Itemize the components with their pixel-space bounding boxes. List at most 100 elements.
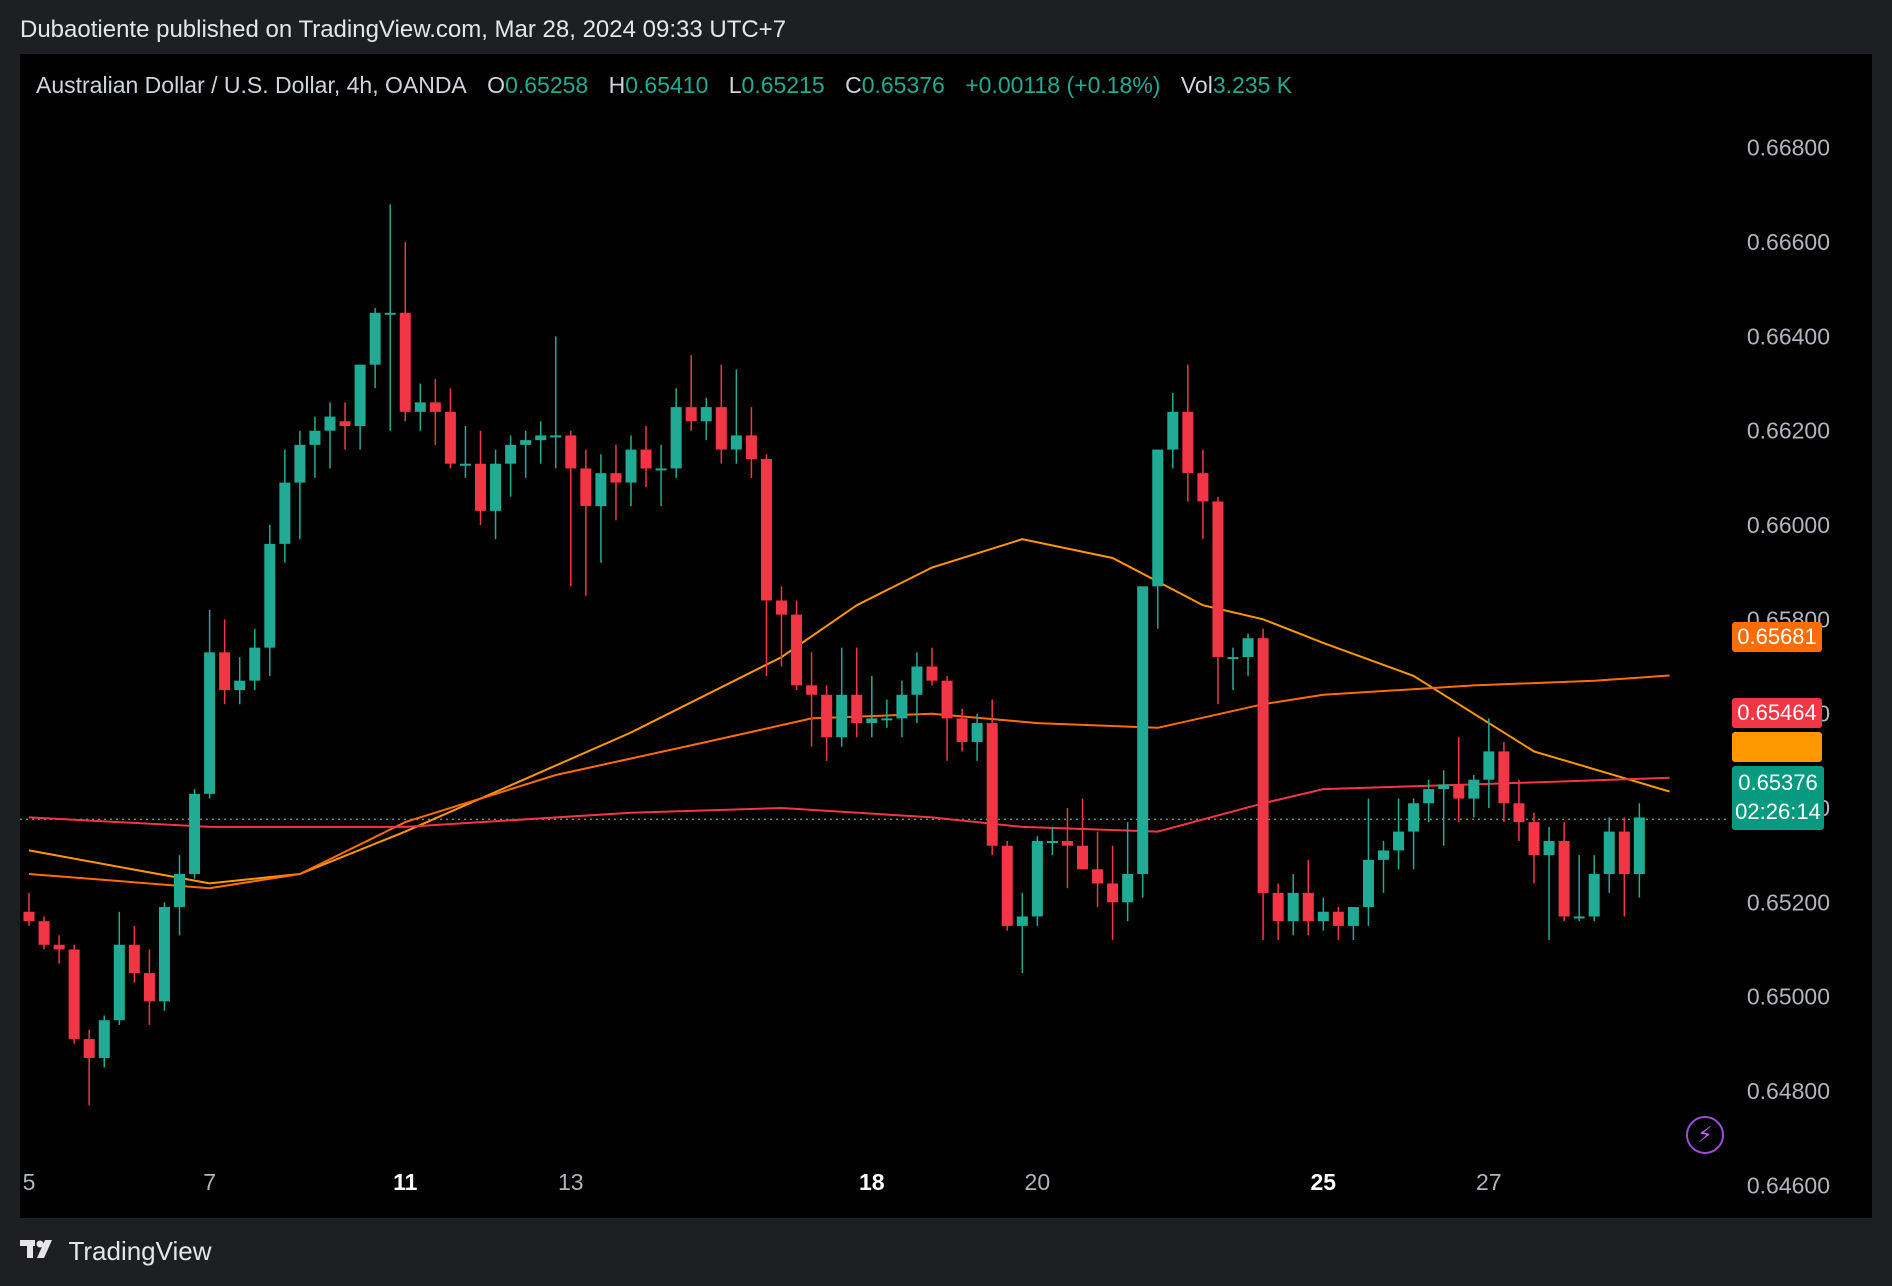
candle-body [1212,501,1224,658]
x-tick-label: 20 [1025,1169,1051,1195]
candle-body [535,435,547,441]
candle-body [1362,859,1374,908]
y-tick-label: 0.64800 [1747,1078,1830,1104]
y-tick-label: 0.66800 [1747,135,1830,161]
publish-header: Dubaotiente published on TradingView.com… [0,0,1892,54]
candle-body [730,435,742,450]
y-tick-label: 0.65200 [1747,889,1830,915]
candle-body [610,473,622,483]
candle-body [249,647,261,681]
candle-body [520,440,532,445]
candle-body [174,874,185,908]
candle-body [1016,916,1028,926]
candle-body [1092,869,1104,884]
candle-body [158,907,170,1002]
candle-body [1031,841,1043,917]
y-tick-label: 0.66200 [1747,418,1830,444]
candle-body [700,407,712,422]
low-value: 0.65215 [741,72,825,98]
candle-body [1468,779,1480,799]
candle-body [68,949,80,1040]
candle-body [444,411,456,464]
moving-average-line [28,674,1670,890]
high-label: H [608,72,626,98]
candle-body [475,463,486,511]
x-tick-label: 27 [1476,1169,1502,1195]
x-tick-label: 11 [393,1169,418,1195]
candle-body [354,364,366,426]
candle-body [1167,411,1179,450]
x-tick-label: 18 [859,1169,885,1195]
chart-panel[interactable]: 0.66800 0.66600 0.66400 0.66200 0.66000 0.658… [20,54,1872,1218]
high-value: 0.65410 [625,72,709,98]
tradingview-logo-icon[interactable] [20,1238,58,1265]
candle-body [595,473,607,507]
candle-body [881,718,893,721]
candle-body [1227,657,1239,660]
candle-body [219,652,231,691]
x-tick-label: 7 [203,1169,216,1195]
candle-body [866,718,878,724]
candle-body [1242,638,1254,658]
candle-body [926,666,938,681]
candle-body [655,468,667,471]
candle-body [1061,841,1073,846]
candle-body [505,444,517,464]
ma-light-price-tag [1732,732,1822,762]
tradingview-brand[interactable]: TradingView [68,1236,212,1266]
candle-body [1528,822,1540,856]
candle-body [685,407,697,422]
candle-body [264,543,276,648]
candle-body [670,407,682,469]
low-label: L [728,72,742,98]
candle-body [745,435,757,459]
candle-body [279,482,291,544]
close-value: 0.65376 [861,72,945,98]
candle-body [1347,907,1359,926]
candle-body [1001,845,1013,926]
vol-value: 3.235 K [1212,72,1293,98]
candle-body [1558,841,1570,917]
candle-body [1272,892,1284,922]
candle-body [1182,411,1194,474]
candle-body [1077,845,1088,870]
candlestick-chart[interactable]: 0.668000.666000.664000.662000.660000.658… [20,54,1872,1218]
candle-body [1618,831,1630,875]
y-tick-label: 0.66600 [1747,229,1830,255]
candle-body [1152,449,1164,587]
candle-body [490,463,502,511]
moving-average-line [28,538,1670,885]
candle-body [339,421,351,426]
candle-body [1107,883,1119,903]
footer: TradingView [20,1236,212,1270]
candle-body [1046,841,1058,844]
open-value: 0.65258 [505,72,589,98]
candle-body [1408,803,1420,832]
candle-body [1423,789,1435,804]
candle-body [580,468,592,507]
ma-red-price-tag: 0.65464 [1732,698,1822,728]
y-tick-label: 0.64600 [1747,1172,1830,1198]
candle-body [1302,892,1314,922]
candle-body [1603,831,1615,875]
candle-body [550,435,562,438]
vol-label: Vol [1180,72,1213,98]
y-tick-label: 0.65000 [1747,984,1830,1010]
candle-body [38,921,50,945]
symbol-title: Australian Dollar / U.S. Dollar, 4h, OAN… [36,72,467,98]
candle-body [791,614,803,686]
candle-body [384,312,396,315]
moving-average-line [28,776,1670,833]
candle-body [1633,817,1645,875]
candle-body [1543,841,1555,856]
candle-body [459,463,471,466]
candle-body [1137,586,1149,875]
publish-info: Dubaotiente published on TradingView.com… [20,16,787,43]
candle-body [294,444,306,483]
candle-body [189,793,201,875]
x-tick-label: 5 [23,1169,36,1195]
lightning-icon[interactable]: ⚡ [1686,1116,1724,1154]
open-label: O [487,72,506,98]
candle-body [640,449,652,469]
candle-body [1257,638,1269,893]
